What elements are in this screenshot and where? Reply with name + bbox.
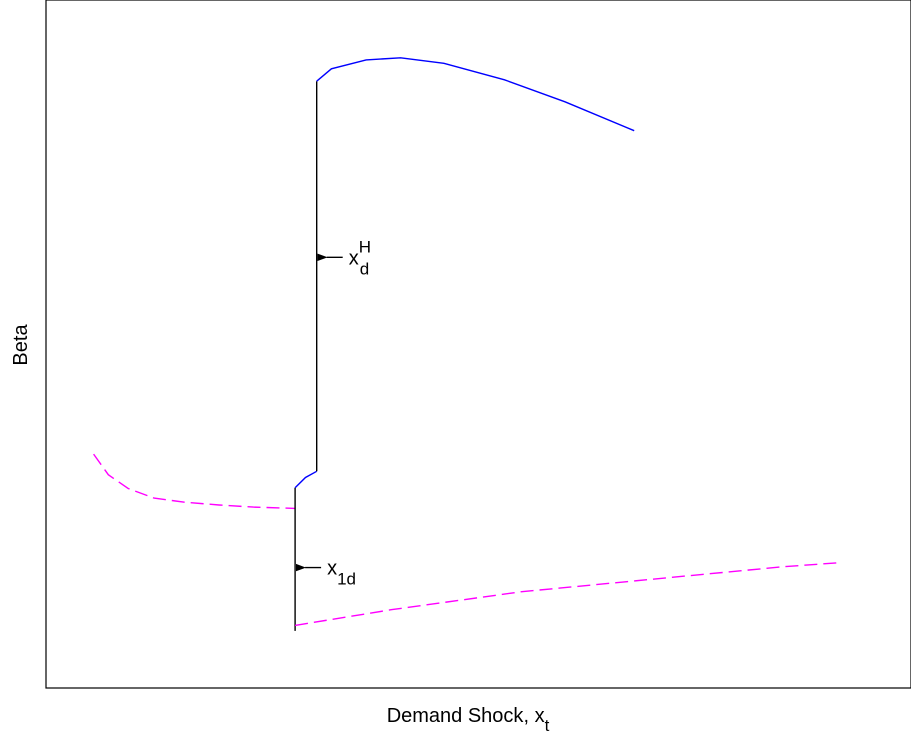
x-axis-label-main: Demand Shock xyxy=(387,705,525,727)
series-line-1 xyxy=(93,453,296,510)
annotation-sub-x-1d: 1d xyxy=(337,570,356,589)
series-line-6 xyxy=(316,57,635,132)
y-axis-label: Beta xyxy=(10,324,32,366)
x-axis-label-sub: t xyxy=(545,716,550,735)
annotation-var-x-d-H: x xyxy=(349,247,359,269)
series-line-4 xyxy=(294,470,318,489)
annotation-var-x-1d: x xyxy=(327,558,337,580)
series-layer xyxy=(93,57,838,631)
plot-frame xyxy=(45,0,911,689)
annotation-sup-x-d-H: H xyxy=(359,237,371,256)
annotation-sub-x-d-H: d xyxy=(360,259,369,278)
x-axis-label-var: x xyxy=(535,705,545,727)
x-axis-label-separator: , xyxy=(523,705,534,727)
annotation-label-x-d-H: xH d xyxy=(349,237,371,278)
x-axis-label: Demand Shock, xt xyxy=(387,705,550,735)
series-line-3 xyxy=(294,562,838,627)
annotation-label-x-1d: x1d xyxy=(327,558,356,589)
